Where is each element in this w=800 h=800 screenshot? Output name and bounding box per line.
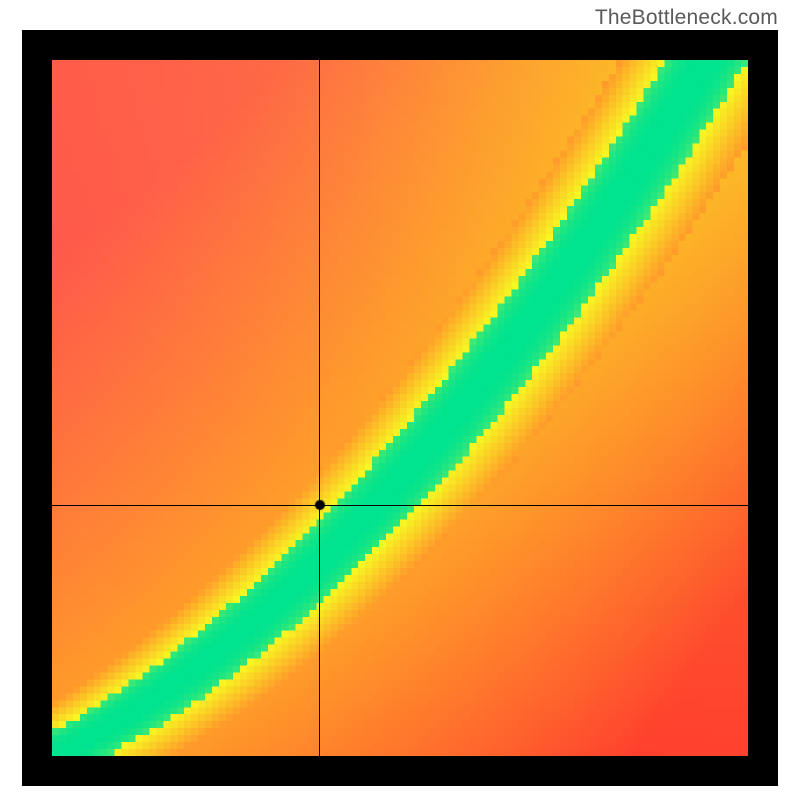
crosshair-vertical [319,60,320,756]
crosshair-horizontal [52,505,748,506]
bottleneck-heatmap [52,60,748,756]
attribution-text: TheBottleneck.com [595,6,778,30]
chart-container: TheBottleneck.com [0,0,800,800]
crosshair-dot [314,499,326,511]
